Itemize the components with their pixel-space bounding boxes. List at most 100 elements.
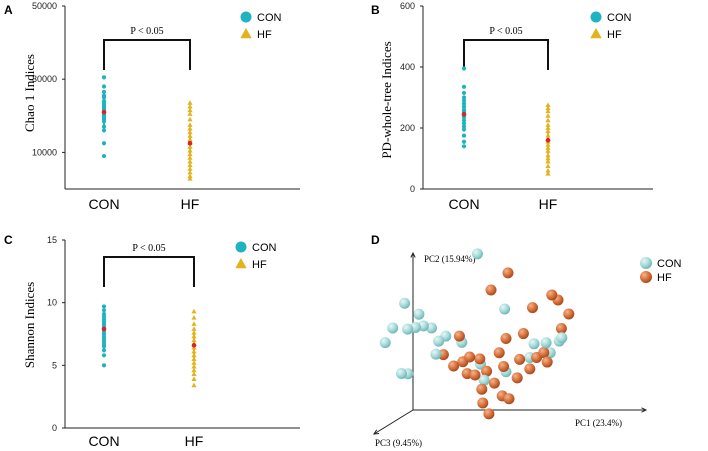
panel-a: A 10000 30000 50000 Chao 1 Indices CON HF P < 0…	[4, 1, 300, 212]
panel-c-annotation: P < 0.05	[132, 243, 165, 254]
panel-c-legend-hf-marker	[235, 258, 247, 269]
panel-c-hf-point	[191, 382, 197, 388]
panel-b-hf-point	[545, 108, 551, 114]
panel-d-pc3-label: PC3 (9.45%)	[375, 438, 422, 448]
panel-a-hf-point	[187, 133, 193, 138]
panel-d-hf-point	[541, 356, 553, 368]
panel-a-hf-point	[187, 103, 193, 109]
panel-a-con-point	[101, 141, 107, 146]
panel-a-con-point	[101, 84, 107, 89]
panel-c-hf-point	[191, 376, 197, 382]
panel-a-hf-point	[187, 173, 193, 179]
panel-d-label: D	[371, 233, 380, 247]
panel-b-hf-point	[545, 155, 551, 161]
panel-b-y-tick-label: 400	[400, 62, 415, 72]
panel-a-hf-point	[187, 107, 193, 113]
panel-c-con-point	[101, 363, 107, 368]
panel-a-hf-point	[187, 166, 193, 171]
panel-b-legend-hf-marker	[590, 28, 602, 39]
panel-d-hf-point	[488, 377, 500, 389]
panel-c-con-mean-point	[101, 326, 107, 332]
panel-c: C 0 5 10 15 Shannon Indices CON HF P < 0.05 CON HF	[4, 233, 300, 449]
panel-d: D PC2 (15.94%) PC1 (23.4%) PC3 (9.45%) CON HF	[371, 233, 682, 448]
panel-a-con-point	[101, 128, 107, 133]
panel-d-con-point	[540, 337, 552, 349]
panel-a-con-point	[101, 75, 107, 80]
panel-a-hf-point	[187, 111, 193, 116]
panel-b-hf-point	[545, 125, 551, 130]
panel-a-hf-point	[187, 116, 193, 122]
panel-c-label: C	[4, 233, 13, 247]
panel-b-hf-point	[545, 128, 551, 133]
panel-d-hf-point	[514, 353, 526, 365]
panel-d-hf-point	[538, 347, 550, 359]
panel-d-con-point	[396, 368, 407, 379]
panel-c-legend-con-marker	[235, 241, 247, 253]
panel-d-hf-point	[493, 347, 505, 359]
panel-d-hf-point	[500, 333, 512, 344]
panel-c-hf-point	[191, 356, 197, 361]
panel-d-con-point	[430, 348, 442, 360]
panel-d-hf-point	[511, 372, 523, 384]
panel-d-legend-con-label: CON	[657, 258, 682, 270]
panel-c-category-label: CON	[88, 433, 119, 449]
panel-b-con-point	[461, 127, 467, 132]
panel-b-hf-point	[545, 171, 551, 176]
panel-c-hf-point	[191, 371, 197, 376]
panel-a-con-point	[101, 95, 107, 100]
panel-a-legend-hf-label: HF	[257, 29, 272, 41]
panel-a-hf-point	[187, 151, 193, 157]
panel-b-hf-point	[545, 142, 551, 147]
panel-b-con-point	[461, 66, 467, 71]
panel-a-legend-con-label: CON	[257, 12, 282, 24]
panel-d-con-point	[399, 297, 411, 309]
panel-c-hf-mean-point	[191, 342, 197, 348]
panel-a-con-point	[101, 89, 107, 95]
panel-d-hf-point	[517, 328, 529, 340]
panel-c-hf-point	[191, 333, 197, 339]
panel-a-label: A	[4, 3, 13, 17]
panel-b-hf-point	[545, 117, 551, 123]
panel-d-con-point	[528, 338, 540, 350]
panel-b-y-tick-label: 0	[410, 184, 415, 194]
panel-d-legend-con-marker	[640, 257, 652, 269]
panel-b-con-mean-point	[461, 111, 467, 117]
panel-d-hf-point	[477, 397, 489, 409]
panel-d-con-point	[471, 248, 483, 260]
panel-b-hf-point	[545, 158, 551, 164]
panel-d-hf-point	[481, 365, 493, 377]
panel-d-pc2-axis-arrowhead	[410, 251, 416, 258]
panel-d-hf-point	[503, 393, 515, 405]
panel-b-category-label: HF	[539, 196, 558, 212]
panel-b-con-point	[461, 133, 467, 138]
panel-d-hf-point	[453, 330, 465, 342]
panel-b-hf-point	[545, 163, 551, 169]
panel-b: B 0 200 400 600 PD-whole-tree Indices CON HF P <…	[371, 1, 653, 212]
panel-a-hf-point	[187, 125, 193, 131]
panel-d-con-point	[499, 303, 511, 315]
panel-a-y-tick-label: 10000	[32, 147, 57, 157]
panel-c-con-point	[101, 353, 107, 358]
panel-b-legend-con-label: CON	[607, 12, 632, 24]
panel-d-con-point	[556, 332, 568, 344]
panel-b-hf-point	[545, 145, 551, 150]
panel-b-annotation: P < 0.05	[489, 26, 522, 37]
panel-d-hf-point	[563, 308, 575, 320]
panel-a-hf-point	[187, 176, 193, 181]
panel-c-hf-point	[191, 315, 197, 320]
panel-a-con-mean-point	[101, 109, 107, 115]
panel-a-hf-point	[187, 100, 193, 105]
panel-b-category-label: CON	[448, 196, 479, 212]
panel-b-hf-point	[545, 102, 551, 108]
panel-b-con-point	[461, 118, 467, 123]
panel-d-hf-point	[527, 302, 538, 314]
panel-b-con-point	[461, 84, 467, 89]
panel-c-y-tick-label: 5	[52, 360, 57, 370]
panel-c-con-point	[101, 304, 107, 309]
panel-b-hf-point	[545, 168, 551, 173]
panel-a-con-point	[101, 153, 107, 159]
panel-c-hf-point	[191, 360, 197, 365]
panel-c-hf-point	[191, 330, 197, 335]
panel-b-y-tick-label: 600	[400, 1, 415, 11]
panel-b-hf-point	[545, 113, 551, 118]
